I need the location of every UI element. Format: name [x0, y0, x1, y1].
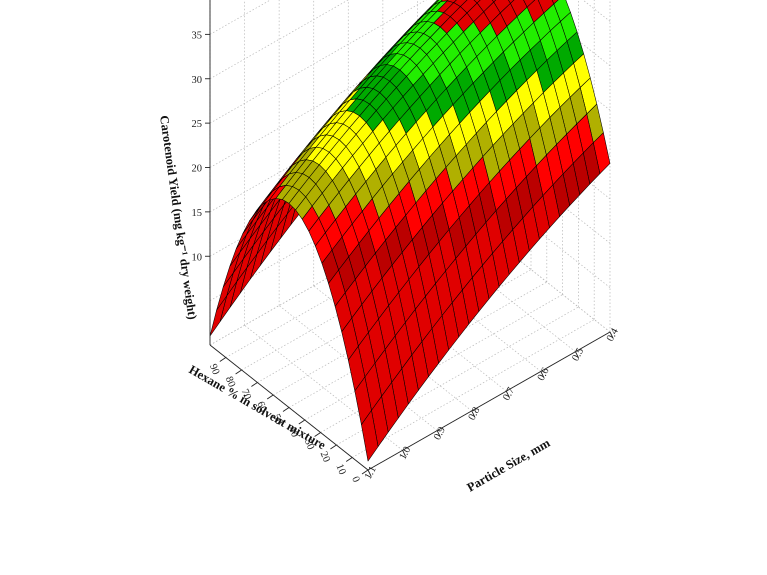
- x-tick-mark: [282, 407, 290, 412]
- y-tick-label: 1.1: [363, 465, 379, 482]
- x-tick-mark: [219, 357, 227, 362]
- tick-labels: 01020304050607080901.11.00.90.80.70.60.5…: [192, 30, 622, 484]
- grid-line: [304, 281, 547, 421]
- x-tick-label: 70: [239, 388, 253, 402]
- x-tick-mark: [361, 469, 369, 475]
- grid-line: [209, 0, 349, 80]
- y-tick-label: 1.0: [398, 445, 414, 462]
- y-tick-mark: [575, 351, 579, 358]
- y-axis-title: Particle Size, mm: [465, 436, 553, 495]
- x-tick-mark: [251, 382, 258, 387]
- x-tick-label: 10: [333, 463, 347, 477]
- grid-line: [209, 0, 271, 35]
- y-tick-mark: [609, 331, 614, 339]
- x-tick-mark: [345, 457, 353, 462]
- y-tick-label: 0.6: [536, 366, 552, 383]
- x-tick-label: 40: [286, 425, 300, 439]
- x-tick-label: 20: [318, 450, 332, 464]
- y-tick-label: 0.7: [501, 386, 517, 403]
- y-tick-mark: [505, 390, 510, 398]
- z-tick-label: 20: [192, 164, 203, 175]
- x-tick-label: 0: [349, 475, 361, 484]
- x-tick-label: 50: [270, 413, 284, 427]
- x-tick-mark: [235, 369, 242, 375]
- z-tick-label: 15: [192, 208, 203, 219]
- z-tick-label: 30: [192, 75, 203, 86]
- z-tick-label: 35: [192, 30, 203, 41]
- y-tick-mark: [540, 371, 545, 378]
- z-tick-label: 25: [192, 119, 203, 130]
- grid-line: [352, 319, 595, 458]
- y-tick-label: 0.9: [432, 425, 448, 442]
- x-tick-label: 30: [302, 438, 316, 452]
- y-tick-label: 0.5: [570, 346, 586, 363]
- x-tick-label: 80: [223, 375, 237, 389]
- surface-cell: [473, 0, 481, 4]
- x-tick-mark: [330, 444, 337, 450]
- x-tick-mark: [314, 432, 321, 437]
- y-tick-mark: [436, 430, 441, 437]
- x-tick-mark: [298, 419, 306, 425]
- y-tick-mark: [402, 450, 406, 457]
- surface-cell: [361, 410, 379, 462]
- z-tick-label: 10: [192, 252, 203, 263]
- x-tick-mark: [266, 394, 274, 400]
- x-tick-label: 60: [254, 400, 268, 414]
- y-tick-mark: [471, 410, 476, 418]
- y-tick-mark: [367, 469, 372, 477]
- y-axis-line: [367, 331, 611, 471]
- response-surface: [209, 0, 611, 462]
- surface-cell: [508, 0, 515, 4]
- x-tick-label: 90: [207, 363, 221, 377]
- y-tick-label: 0.8: [467, 406, 483, 423]
- grid-line: [209, 0, 427, 124]
